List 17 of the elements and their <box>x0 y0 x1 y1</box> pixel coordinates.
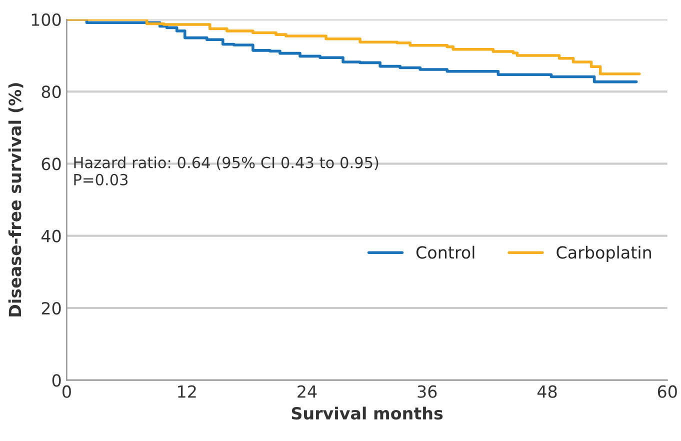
y-tick-label: 20 <box>42 302 61 315</box>
x-tick-label: 60 <box>658 385 677 398</box>
x-tick-label: 36 <box>418 385 437 398</box>
y-tick-label: 40 <box>41 230 61 242</box>
x-axis-title: Survival months <box>292 406 443 420</box>
y-axis-title: Disease-free survival (%) <box>8 83 24 316</box>
y-tick-label: 80 <box>42 86 61 98</box>
y-tick-label: 0 <box>52 374 61 387</box>
annotation: Hazard ratio: 0.64 (95% CI 0.43 to 0.95) P=0.03 <box>74 156 378 186</box>
x-tick-label: 12 <box>178 385 196 398</box>
y-tick-label: 60 <box>42 158 61 170</box>
y-tick-label: 100 <box>32 13 61 26</box>
x-tick-label: 24 <box>298 385 317 398</box>
legend-label: Carboplatin <box>556 246 651 262</box>
x-tick-label: 48 <box>537 385 557 398</box>
x-tick-label: 0 <box>62 385 71 398</box>
legend-label: Control <box>416 246 474 259</box>
